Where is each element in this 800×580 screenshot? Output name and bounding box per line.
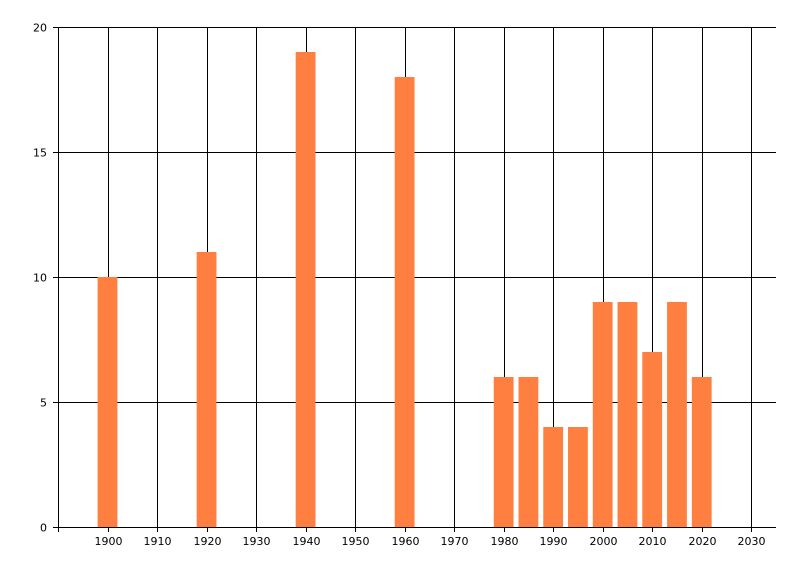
y-tick-label: 0 — [40, 522, 47, 535]
x-tick-label: 1900 — [95, 535, 123, 548]
bar-1980 — [493, 377, 514, 527]
bar-2015 — [667, 302, 687, 527]
x-tick-label: 1910 — [144, 535, 172, 548]
bar-1920 — [196, 252, 217, 527]
x-tick-label: 1950 — [342, 535, 370, 548]
bar-2010 — [642, 352, 663, 527]
x-tick-labels: 1900 1910 1920 1930 1940 1950 1960 1970 1980 1990… — [95, 535, 766, 548]
bar-1900 — [97, 277, 118, 527]
axes — [53, 27, 776, 532]
x-tick-label: 1980 — [491, 535, 519, 548]
bar-1995 — [568, 427, 588, 527]
x-tick-label: 1940 — [293, 535, 321, 548]
bar-1960 — [394, 77, 415, 527]
bar-1985 — [518, 377, 539, 527]
bar-2000 — [592, 302, 613, 527]
y-tick-labels: 0 5 10 15 20 — [33, 22, 47, 535]
x-tick-label: 1970 — [441, 535, 469, 548]
x-tick-label: 1990 — [540, 535, 568, 548]
x-tick-label: 2020 — [689, 535, 717, 548]
x-tick-label: 1920 — [194, 535, 222, 548]
x-tick-label: 2000 — [590, 535, 618, 548]
x-tick-label: 2030 — [738, 535, 766, 548]
bar-1990 — [543, 427, 564, 527]
x-tick-label: 1960 — [392, 535, 420, 548]
bar-2020 — [691, 377, 712, 527]
x-tick-label: 2010 — [639, 535, 667, 548]
bars — [97, 52, 712, 527]
y-tick-label: 15 — [33, 147, 47, 160]
y-tick-label: 20 — [33, 22, 47, 35]
y-tick-label: 5 — [40, 397, 47, 410]
bar-2005 — [617, 302, 638, 527]
x-tick-label: 1930 — [243, 535, 271, 548]
bar-1940 — [295, 52, 316, 527]
y-tick-label: 10 — [33, 272, 47, 285]
